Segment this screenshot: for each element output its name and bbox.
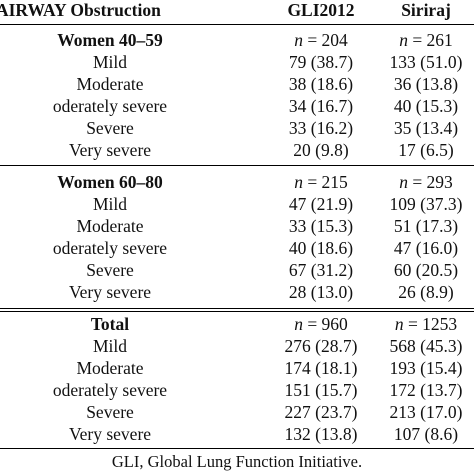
table-row: Mild 276 (28.7) 568 (45.3) [0,335,474,357]
gli-cell: 174 (18.1) [284,358,358,378]
header-rule [0,24,474,25]
siriraj-cell: 47 (16.0) [393,238,459,258]
bottom-rule [0,448,474,449]
table-row: Moderate 38 (18.6) 36 (13.8) [0,73,474,95]
table-row: Very severe 20 (9.8) 17 (6.5) [0,139,474,161]
group-title: Women 60–80 [57,172,163,192]
severity-label: oderately severe [52,380,168,400]
gli-cell: 67 (31.2) [288,260,354,280]
siriraj-cell: 107 (8.6) [393,424,459,444]
siriraj-cell: 60 (20.5) [393,260,459,280]
table-header-row: of AIRWAY Obstruction GLI2012 Siriraj [0,0,474,21]
header-gli2012: GLI2012 [287,0,355,20]
siriraj-cell: 193 (15.4) [389,358,463,378]
siriraj-cell: 172 (13.7) [389,380,463,400]
severity-label: Very severe [68,140,152,160]
severity-label: Very severe [68,424,152,444]
group-header-row: Total n = 960 n = 1253 [0,313,474,335]
siriraj-cell: 133 (51.0) [389,52,463,72]
siriraj-cell: 51 (17.3) [393,216,459,236]
siriraj-cell: 40 (15.3) [393,96,459,116]
siriraj-cell: 26 (8.9) [398,282,454,302]
severity-label: Mild [92,336,128,356]
table-row: Severe 67 (31.2) 60 (20.5) [0,259,474,281]
siriraj-n-cell: n = 261 [399,30,453,50]
gli-cell: 20 (9.8) [293,140,349,160]
table-row: oderately severe 151 (15.7) 172 (13.7) [0,379,474,401]
group-rule [0,165,474,166]
group-title: Women 40–59 [57,30,163,50]
table-footnote: GLI, Global Lung Function Initiative. [111,452,363,471]
table-row: Very severe 28 (13.0) 26 (8.9) [0,281,474,303]
gli-cell: 33 (16.2) [288,118,354,138]
gli-cell: 33 (15.3) [288,216,354,236]
severity-label: Severe [86,260,134,280]
header-airway-obstruction: of AIRWAY Obstruction [0,0,161,20]
severity-label: Severe [86,402,134,422]
severity-label: Severe [86,118,134,138]
total-double-rule [0,311,474,312]
severity-label: oderately severe [52,238,168,258]
siriraj-cell: 35 (13.4) [393,118,459,138]
gli-cell: 79 (38.7) [288,52,354,72]
gli-cell: 47 (21.9) [288,194,354,214]
siriraj-cell: 213 (17.0) [389,402,463,422]
table-row: Moderate 174 (18.1) 193 (15.4) [0,357,474,379]
severity-label: Moderate [76,358,144,378]
severity-label: Very severe [68,282,152,302]
siriraj-cell: 568 (45.3) [389,336,463,356]
group-header-row: Women 60–80 n = 215 n = 293 [0,171,474,193]
table-row: Mild 47 (21.9) 109 (37.3) [0,193,474,215]
gli-n-cell: n = 215 [294,172,348,192]
group-rule [0,308,474,309]
severity-label: Moderate [76,216,144,236]
table-row: Mild 79 (38.7) 133 (51.0) [0,51,474,73]
gli-cell: 38 (18.6) [288,74,354,94]
table-row: Very severe 132 (13.8) 107 (8.6) [0,423,474,445]
gli-cell: 276 (28.7) [284,336,358,356]
table-row: oderately severe 34 (16.7) 40 (15.3) [0,95,474,117]
gli-cell: 151 (15.7) [284,380,358,400]
gli-cell: 40 (18.6) [288,238,354,258]
group-header-row: Women 40–59 n = 204 n = 261 [0,29,474,51]
table-row: oderately severe 40 (18.6) 47 (16.0) [0,237,474,259]
table-row: Moderate 33 (15.3) 51 (17.3) [0,215,474,237]
gli-cell: 227 (23.7) [284,402,358,422]
siriraj-cell: 36 (13.8) [393,74,459,94]
table-row: Severe 33 (16.2) 35 (13.4) [0,117,474,139]
siriraj-cell: 109 (37.3) [389,194,463,214]
severity-label: Mild [92,52,128,72]
header-siriraj: Siriraj [401,0,451,20]
gli-n-cell: n = 204 [294,30,348,50]
severity-label: Mild [92,194,128,214]
gli-n-cell: n = 960 [294,314,348,334]
siriraj-n-cell: n = 1253 [394,314,458,334]
severity-label: oderately severe [52,96,168,116]
group-title: Total [90,314,130,334]
siriraj-n-cell: n = 293 [399,172,453,192]
gli-cell: 132 (13.8) [284,424,358,444]
siriraj-cell: 17 (6.5) [398,140,454,160]
severity-label: Moderate [76,74,144,94]
gli-cell: 28 (13.0) [288,282,354,302]
table-row: Severe 227 (23.7) 213 (17.0) [0,401,474,423]
gli-cell: 34 (16.7) [288,96,354,116]
